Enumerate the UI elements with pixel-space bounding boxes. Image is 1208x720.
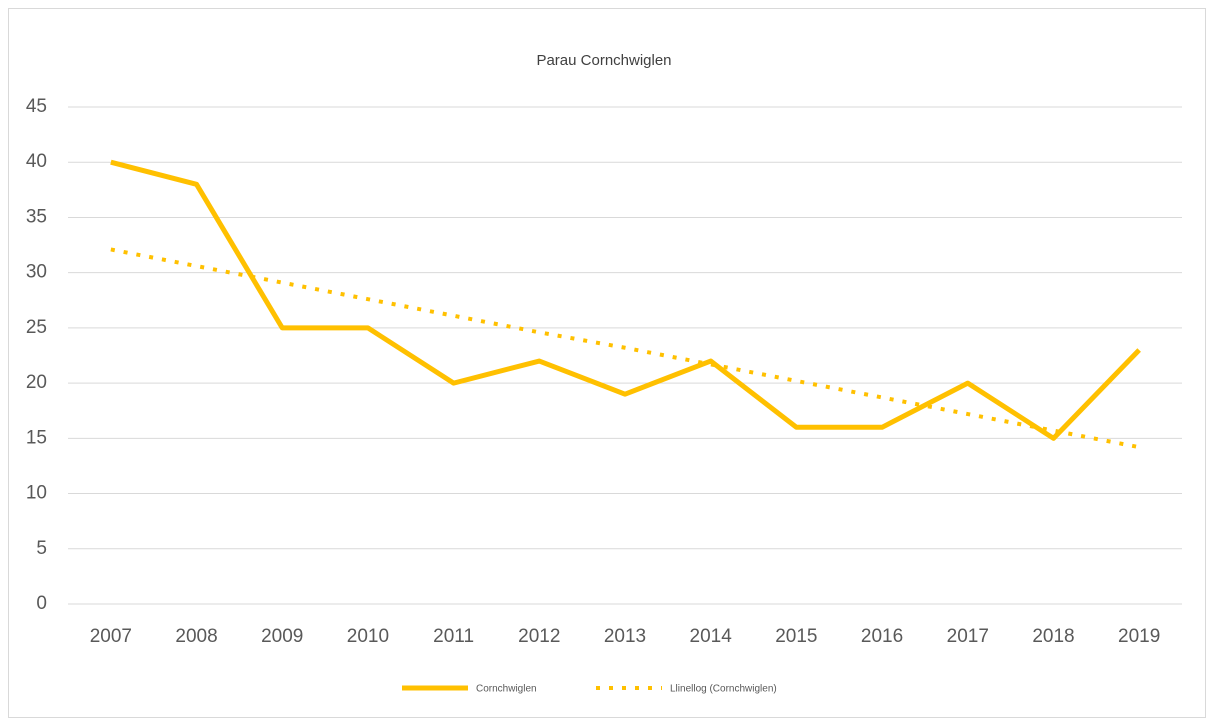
x-tick-label: 2010 xyxy=(347,626,389,647)
x-tick-label: 2015 xyxy=(775,626,817,647)
y-tick-label: 10 xyxy=(26,483,47,504)
x-tick-label: 2009 xyxy=(261,626,303,647)
x-tick-label: 2018 xyxy=(1032,626,1074,647)
y-tick-label: 35 xyxy=(26,206,47,227)
x-tick-label: 2008 xyxy=(175,626,217,647)
y-tick-label: 5 xyxy=(36,538,47,559)
x-tick-label: 2012 xyxy=(518,626,560,647)
x-tick-label: 2011 xyxy=(433,626,474,647)
x-tick-label: 2014 xyxy=(690,626,733,647)
y-tick-label: 30 xyxy=(26,262,47,283)
y-tick-label: 0 xyxy=(36,593,47,614)
x-tick-label: 2017 xyxy=(947,626,989,647)
series-line xyxy=(110,247,1140,450)
x-tick-label: 2019 xyxy=(1118,626,1160,647)
y-tick-label: 15 xyxy=(26,427,47,448)
series-line xyxy=(110,159,1141,441)
y-tick-label: 25 xyxy=(26,317,47,338)
x-tick-label: 2007 xyxy=(90,626,132,647)
chart-title: Parau Cornchwiglen xyxy=(536,52,671,69)
x-tick-label: 2013 xyxy=(604,626,646,647)
chart-border xyxy=(8,8,1206,718)
x-tick-label: 2016 xyxy=(861,626,903,647)
y-tick-label: 40 xyxy=(26,151,47,172)
y-tick-label: 20 xyxy=(26,372,47,393)
legend-label: Llinellog (Cornchwiglen) xyxy=(670,684,777,695)
y-tick-label: 45 xyxy=(26,96,47,117)
legend-label: Cornchwiglen xyxy=(476,684,537,695)
